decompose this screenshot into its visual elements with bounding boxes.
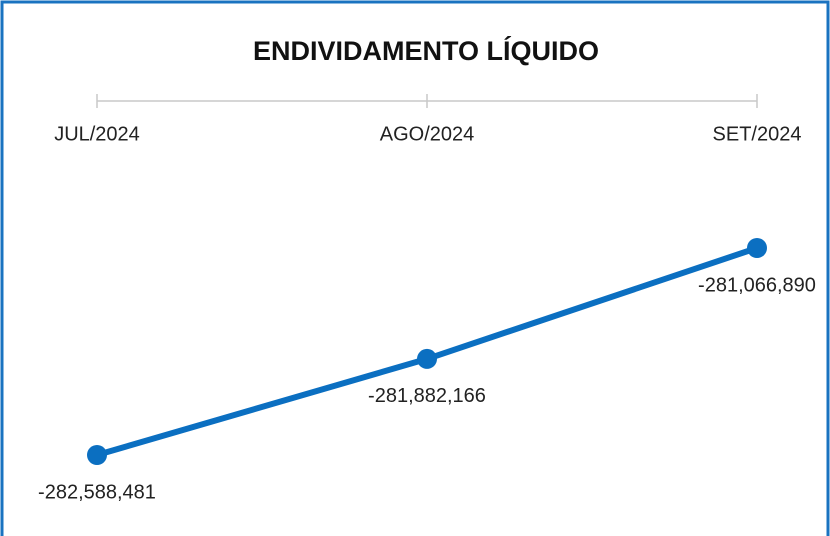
chart-title: ENDIVIDAMENTO LÍQUIDO: [253, 35, 599, 66]
data-point: [747, 238, 767, 258]
x-tick-label: SET/2024: [713, 123, 802, 145]
data-label: -282,588,481: [38, 481, 156, 503]
data-label: -281,066,890: [698, 274, 816, 296]
data-label: -281,882,166: [368, 385, 486, 407]
data-point: [417, 348, 437, 369]
data-point: [87, 445, 107, 465]
x-tick-label: AGO/2024: [380, 123, 475, 145]
x-tick-label: JUL/2024: [54, 123, 140, 145]
